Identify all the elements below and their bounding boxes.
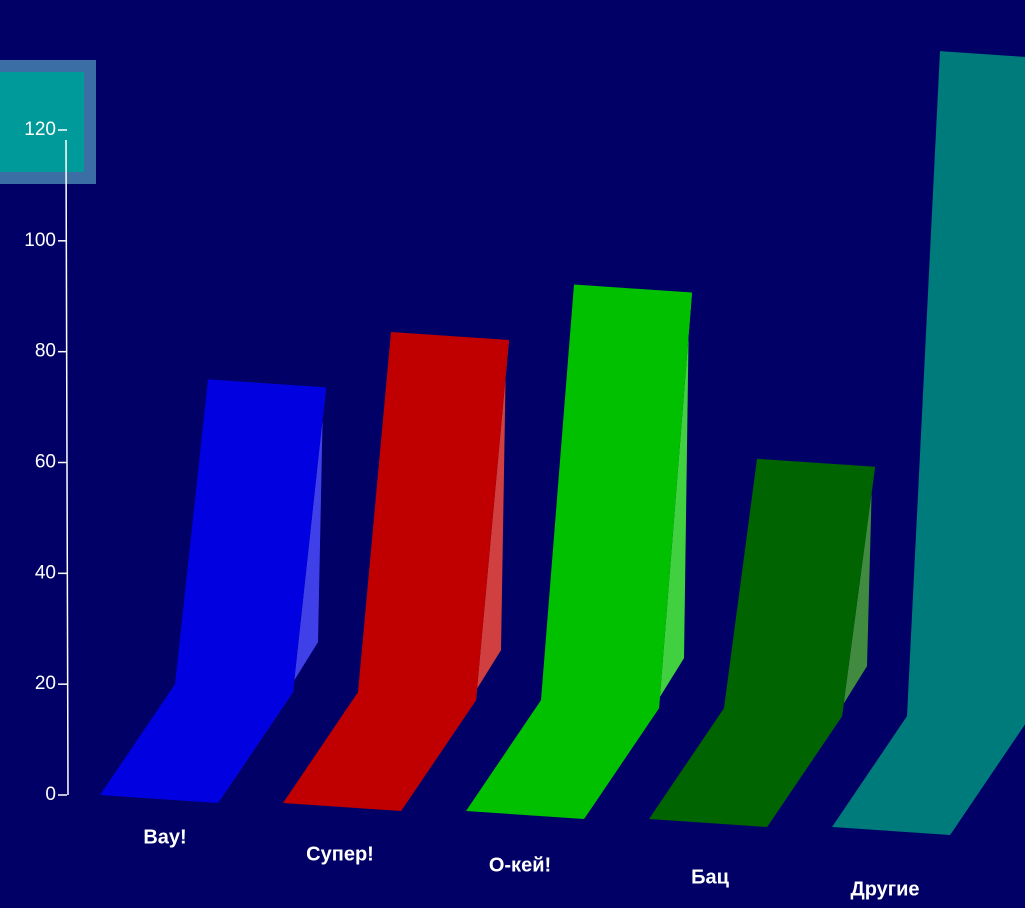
x-tick-label: Супер! [306,843,374,865]
corner-box [0,72,84,172]
bar [832,51,1025,835]
bar-side-shade [584,292,692,820]
bar [283,331,509,811]
bar-side-shade [767,466,875,827]
bar [100,379,326,803]
y-tick-label: 20 [35,673,56,694]
x-tick-label: Вау! [143,826,186,848]
bar [649,458,875,827]
bar [466,284,692,820]
x-tick-label: Бац [691,866,729,888]
bar-side [584,292,692,820]
y-tick-label: 0 [45,784,56,805]
y-tick-label: 120 [24,119,56,140]
bar-side [767,466,875,827]
y-tick-label: 60 [35,452,56,473]
x-tick-label: О-кей! [489,854,551,876]
y-tick-label: 40 [35,562,56,583]
y-axis [65,139,69,796]
y-tick-label: 100 [24,230,56,251]
x-tick-label: Другие [850,878,919,900]
y-tick-label: 80 [35,341,56,362]
